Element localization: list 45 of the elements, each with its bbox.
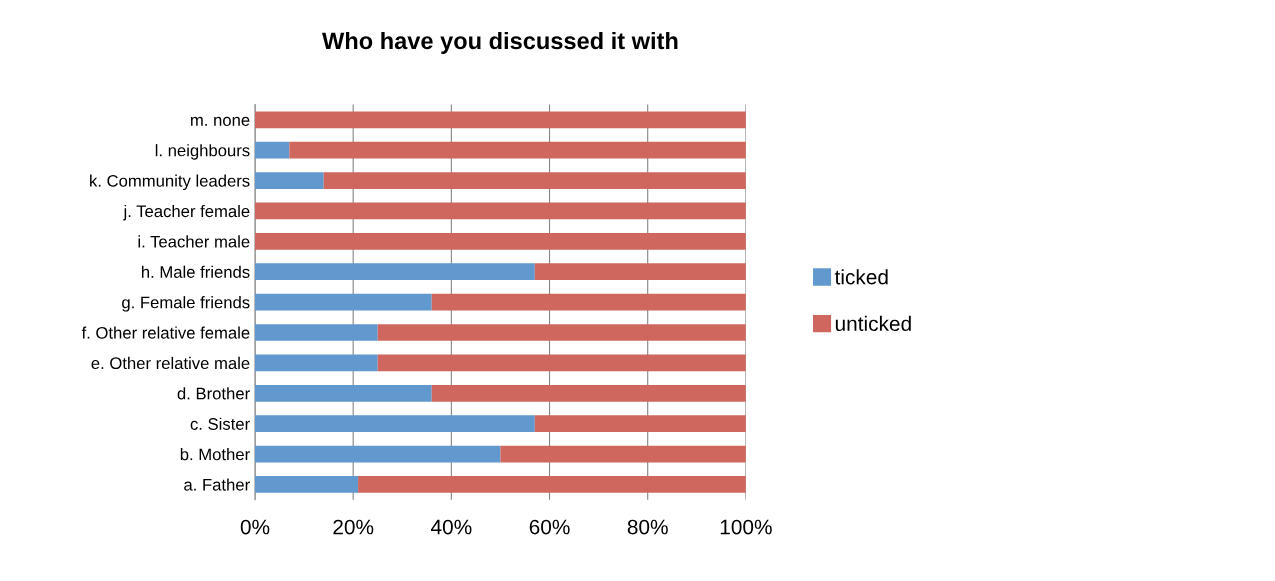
bar <box>431 384 746 402</box>
bar <box>323 172 746 189</box>
bar <box>255 172 324 189</box>
bar <box>289 141 746 159</box>
bar <box>500 445 746 463</box>
bar <box>255 354 378 372</box>
x-tick-label: 80% <box>627 519 668 535</box>
y-tick-label: b. Mother <box>180 448 250 461</box>
bar <box>377 354 746 372</box>
x-tick-label: 20% <box>333 519 374 535</box>
legend-label: unticked <box>835 315 911 332</box>
bar <box>255 324 378 341</box>
y-tick-label: h. Male friends <box>141 265 250 278</box>
y-tick-label: j. Teacher female <box>123 204 250 221</box>
x-tick-label: 100% <box>720 519 772 535</box>
legend-label: ticked <box>834 269 888 285</box>
bar <box>358 476 746 493</box>
bar <box>255 232 746 250</box>
bar <box>255 263 535 281</box>
chart-title: Who have you discussed it with <box>322 31 678 54</box>
y-tick-label: l. neighbours <box>155 144 250 160</box>
x-tick-label: 40% <box>430 519 472 535</box>
bar <box>534 415 746 433</box>
bar <box>377 324 746 341</box>
x-tick-label: 0% <box>240 519 270 535</box>
bar <box>255 111 746 129</box>
bar <box>255 141 290 159</box>
y-tick-label: c. Sister <box>190 417 250 430</box>
bar <box>255 293 432 311</box>
bar <box>255 415 535 433</box>
bar <box>255 445 501 463</box>
bar <box>534 263 746 281</box>
y-tick-label: k. Community leaders <box>90 174 250 191</box>
bar <box>255 384 432 402</box>
y-tick-label: e. Other relative male <box>91 356 250 370</box>
y-tick-label: i. Teacher male <box>138 235 250 248</box>
x-tick-label: 60% <box>529 519 570 535</box>
y-tick-label: m. none <box>191 116 250 126</box>
y-tick-label: g. Female friends <box>122 296 250 312</box>
bar <box>255 202 746 220</box>
y-tick-label: d. Brother <box>177 387 250 400</box>
bar <box>431 293 746 311</box>
y-tick-label: f. Other relative female <box>81 326 250 339</box>
y-tick-label: a. Father <box>184 478 250 491</box>
bar <box>255 476 359 493</box>
